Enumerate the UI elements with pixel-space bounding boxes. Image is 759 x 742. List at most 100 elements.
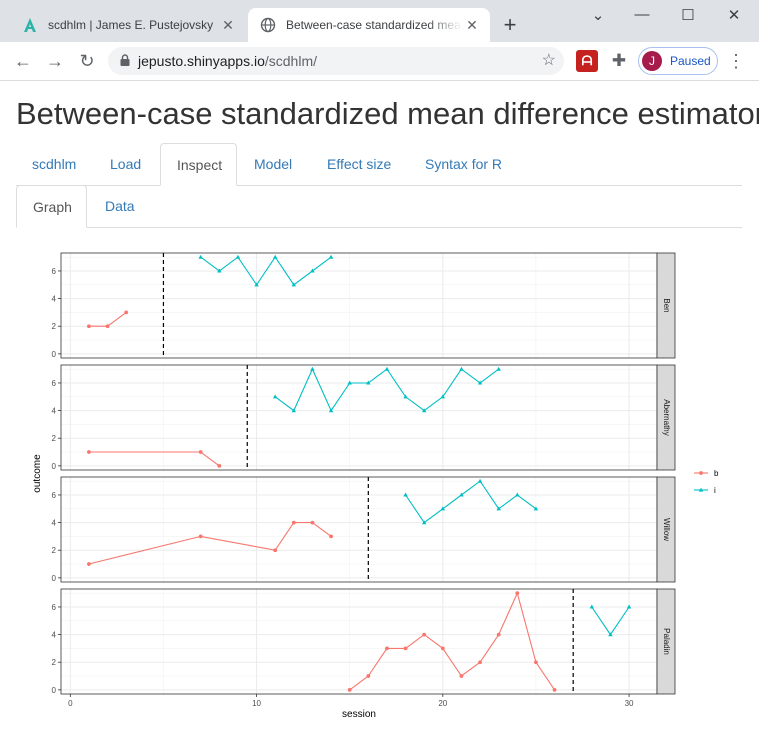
facet-paladin: 0 2 4 6 Paladin	[52, 588, 676, 695]
tab-data[interactable]: Data	[105, 198, 135, 214]
browser-toolbar: ← → ↻ jepusto.shinyapps.io/scdhlm/ ☆ ᗩ ✚…	[0, 42, 759, 81]
pdf-extension-icon[interactable]: ᗩ	[576, 50, 598, 72]
data-point-b	[385, 646, 389, 651]
lock-icon	[120, 53, 130, 69]
y-tick-label: 2	[52, 322, 57, 331]
tab-inspect[interactable]: Inspect	[160, 143, 237, 186]
data-point-b	[440, 646, 445, 651]
tab-graph[interactable]: Graph	[16, 185, 87, 228]
tab-title: Between-case standardized mean differenc…	[286, 18, 462, 32]
maximize-icon[interactable]: ☐	[681, 7, 695, 24]
y-tick-label: 6	[52, 267, 57, 276]
facet-strip-label: Ben	[662, 298, 671, 312]
data-point-b	[422, 632, 427, 637]
profile-button[interactable]: J Paused	[638, 47, 718, 75]
tab-scdhlm[interactable]: scdhlm	[32, 156, 77, 172]
data-point-b	[87, 450, 91, 454]
facet-ben: 0 2 4 6 Ben	[52, 252, 676, 359]
y-tick-label: 0	[52, 686, 57, 695]
sub-nav-tabs: Graph Data	[16, 185, 742, 228]
legend-label: i	[714, 486, 716, 495]
data-point-i	[496, 506, 501, 511]
scdhlm-logo-icon	[22, 17, 38, 33]
close-window-icon[interactable]: ✕	[727, 7, 741, 24]
data-point-b	[403, 646, 408, 651]
url-host: jepusto.shinyapps.io	[138, 53, 265, 69]
data-point-i	[347, 380, 352, 385]
facet-strip-label: Abernathy	[662, 399, 671, 435]
data-point-b	[273, 548, 278, 553]
data-point-i	[403, 394, 408, 399]
data-point-i	[291, 408, 297, 413]
x-axis-title: session	[342, 709, 376, 720]
data-point-b	[329, 534, 333, 539]
facet-strip-label: Willow	[662, 518, 671, 541]
data-point-i	[291, 282, 297, 287]
close-tab-icon[interactable]: ✕	[222, 16, 234, 33]
series-line-i	[405, 480, 537, 524]
data-point-i	[235, 254, 241, 259]
y-tick-label: 0	[52, 574, 57, 583]
legend-key-point	[698, 487, 704, 492]
facet-strip	[656, 476, 676, 583]
browser-tab-scdhlm[interactable]: scdhlm | James E. Pustejovsky ✕	[10, 8, 246, 42]
data-point-i	[589, 604, 595, 609]
facet-strip	[656, 364, 676, 471]
panel-background	[61, 365, 657, 470]
browser-tab-active[interactable]: Between-case standardized mean differenc…	[248, 8, 490, 42]
kebab-menu-icon[interactable]: ⋮	[727, 51, 745, 71]
bookmark-star-icon[interactable]: ☆	[541, 52, 556, 69]
new-tab-icon[interactable]: +	[503, 12, 517, 37]
data-point-i	[626, 604, 632, 609]
tab-search-icon[interactable]: ⌄	[591, 7, 605, 24]
profile-status: Paused	[670, 54, 711, 68]
y-tick-label: 4	[52, 295, 57, 304]
y-tick-label: 6	[52, 491, 57, 500]
data-point-b	[534, 660, 538, 665]
data-point-b	[459, 674, 464, 678]
reload-icon[interactable]: ↻	[79, 51, 95, 71]
y-tick-label: 2	[52, 434, 57, 443]
y-tick-label: 4	[52, 407, 57, 416]
series-line-i	[200, 256, 332, 286]
data-point-b	[217, 463, 222, 468]
legend: bi	[694, 469, 719, 495]
legend-label: b	[714, 469, 719, 478]
faceted-line-chart: 0 2 4 6 Ben 0 2 4 6 Abernathy 0 2 4 6 Willow 0 2 4 6 Paladi…	[32, 252, 719, 720]
data-point-i	[477, 478, 483, 483]
tab-load[interactable]: Load	[110, 156, 142, 172]
data-point-i	[366, 380, 371, 385]
data-point-i	[496, 366, 501, 371]
y-tick-label: 4	[52, 519, 57, 528]
panel-background	[61, 253, 657, 358]
tab-effect-size[interactable]: Effect size	[327, 156, 392, 172]
y-tick-label: 4	[52, 631, 57, 640]
address-bar[interactable]: jepusto.shinyapps.io/scdhlm/ ☆	[108, 47, 564, 75]
data-point-b	[198, 450, 203, 454]
data-point-i	[272, 254, 278, 259]
legend-key-point	[699, 471, 703, 475]
back-icon[interactable]: ←	[14, 51, 32, 71]
tab-syntax-for-r[interactable]: Syntax for R	[425, 156, 503, 172]
series-line-b	[349, 591, 556, 691]
data-point-i	[459, 366, 464, 371]
data-point-i	[403, 492, 408, 497]
data-point-i	[328, 254, 334, 259]
facet-strip	[656, 252, 676, 359]
data-point-i	[328, 408, 334, 413]
panel-background	[61, 477, 657, 582]
data-point-i	[421, 520, 427, 525]
data-point-b	[347, 687, 352, 692]
tab-model[interactable]: Model	[254, 156, 293, 172]
data-point-i	[515, 492, 520, 497]
minimize-icon[interactable]: —	[634, 6, 650, 23]
data-point-i	[254, 282, 259, 287]
extensions-puzzle-icon[interactable]: ✚	[611, 51, 627, 70]
forward-icon[interactable]: →	[46, 51, 64, 71]
y-tick-label: 0	[52, 350, 57, 359]
data-point-b	[496, 632, 501, 637]
browser-tab-strip: scdhlm | James E. Pustejovsky ✕ Between-…	[0, 0, 759, 42]
data-point-i	[440, 394, 446, 399]
close-tab-icon[interactable]: ✕	[466, 16, 478, 33]
data-point-i	[440, 506, 446, 511]
